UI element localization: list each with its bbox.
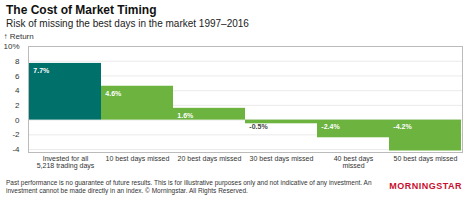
svg-text:30 best days missed: 30 best days missed <box>250 155 314 163</box>
svg-text:-2.4%: -2.4% <box>321 123 340 130</box>
svg-text:40 best daysmissed: 40 best daysmissed <box>334 155 374 169</box>
svg-text:1.6%: 1.6% <box>177 112 194 119</box>
svg-text:7.7%: 7.7% <box>33 67 50 74</box>
svg-text:Invested for all5,218 trading: Invested for all5,218 trading days <box>37 155 95 170</box>
svg-text:4: 4 <box>15 86 20 95</box>
html-text:Past performance is no guarant: Past performance is no guarantee of futu… <box>6 179 372 194</box>
svg-text:10%: 10% <box>3 42 19 51</box>
html-text:MORNINGSTAR: MORNINGSTAR <box>389 181 462 191</box>
svg-text:↑ Return: ↑ Return <box>4 32 34 41</box>
svg-text:8: 8 <box>15 57 20 66</box>
svg-text:6: 6 <box>15 72 20 81</box>
html-text:The Cost of Market Timing: The Cost of Market Timing <box>6 3 157 17</box>
svg-text:-0.5%: -0.5% <box>249 123 268 130</box>
svg-text:2: 2 <box>15 101 20 110</box>
svg-text:10 best days missed: 10 best days missed <box>106 155 170 163</box>
svg-text:20 best days missed: 20 best days missed <box>178 155 242 163</box>
svg-text:-4.2%: -4.2% <box>393 123 412 130</box>
svg-text:-2: -2 <box>12 130 20 139</box>
svg-text:0: 0 <box>15 116 20 125</box>
svg-text:-4: -4 <box>12 145 20 154</box>
svg-text:4.6%: 4.6% <box>105 89 122 96</box>
html-text:Risk of missing the best days: Risk of missing the best days in the mar… <box>6 18 249 29</box>
svg-text:50 best days missed: 50 best days missed <box>394 155 458 163</box>
